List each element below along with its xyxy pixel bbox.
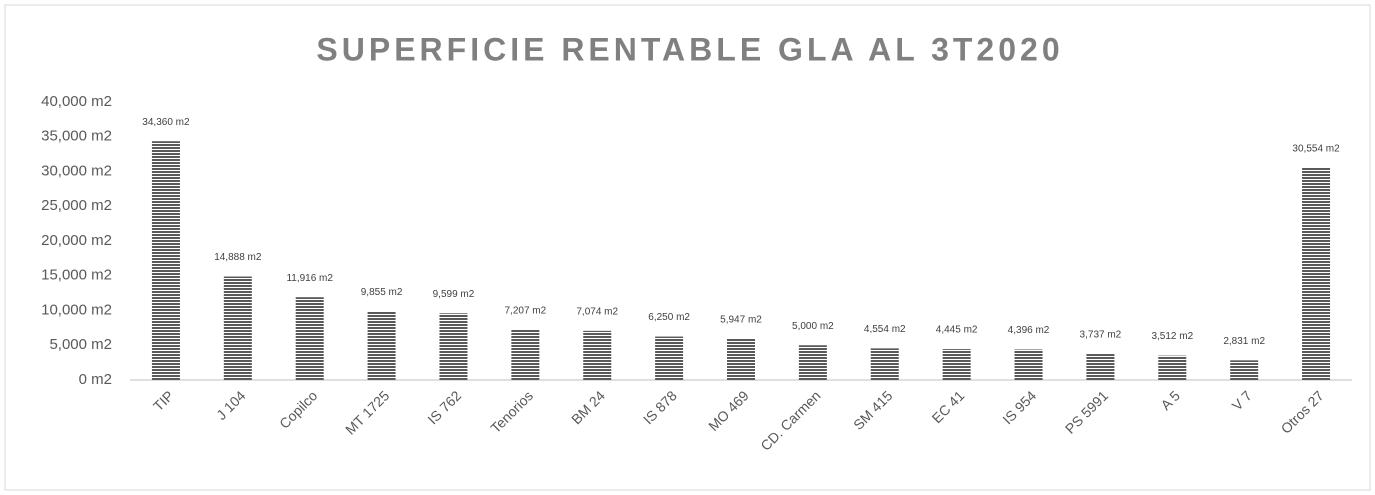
bar (1230, 360, 1259, 380)
bar (727, 338, 755, 380)
y-tick-label: 30,000 m2 (41, 162, 112, 179)
x-tick-label: MO 469 (705, 387, 752, 434)
x-tick-label: EC 41 (929, 387, 968, 426)
data-label: 4,554 m2 (864, 324, 906, 335)
data-label: 4,445 m2 (936, 325, 978, 336)
x-tick-label: V 7 (1229, 387, 1255, 413)
x-tick-label: CD. Carmen (757, 387, 823, 453)
y-tick-label: 25,000 m2 (41, 197, 112, 214)
y-tick-label: 0 m2 (79, 371, 112, 388)
data-label: 5,000 m2 (792, 321, 834, 332)
x-tick-label: Tenorios (487, 387, 536, 436)
bar (295, 297, 324, 380)
x-tick-label: IS 878 (640, 387, 680, 427)
x-tick-label: TIP (150, 387, 177, 414)
bar (1014, 349, 1043, 380)
data-label: 5,947 m2 (720, 314, 762, 325)
data-label: 11,916 m2 (286, 273, 333, 284)
bar (1302, 167, 1331, 380)
x-tick-label: BM 24 (568, 387, 608, 427)
y-tick-label: 35,000 m2 (41, 128, 112, 145)
data-label: 3,737 m2 (1080, 330, 1122, 341)
y-tick-label: 5,000 m2 (49, 336, 112, 353)
data-label: 7,207 m2 (505, 306, 547, 317)
x-tick-label: A 5 (1157, 387, 1183, 413)
data-label: 9,855 m2 (361, 287, 403, 298)
data-label: 7,074 m2 (576, 306, 618, 317)
x-tick-label: Otros 27 (1278, 387, 1327, 436)
bar (1086, 354, 1115, 380)
bar (870, 348, 899, 380)
x-tick-label: Copilco (276, 387, 320, 431)
data-label: 9,599 m2 (433, 289, 475, 300)
bar (1158, 355, 1187, 380)
data-label: 4,396 m2 (1008, 325, 1050, 336)
data-label: 3,512 m2 (1151, 331, 1193, 342)
x-tick-label: IS 762 (424, 387, 464, 427)
bar (655, 336, 684, 380)
data-label: 6,250 m2 (648, 312, 690, 323)
bar (367, 311, 396, 380)
bar (511, 329, 540, 380)
data-label: 14,888 m2 (214, 252, 262, 263)
x-tick-label: J 104 (213, 387, 249, 423)
x-tick-label: IS 954 (999, 387, 1039, 427)
y-tick-label: 10,000 m2 (41, 301, 112, 318)
bar (583, 330, 612, 380)
bar (798, 345, 827, 380)
bar (439, 313, 468, 380)
data-label: 2,831 m2 (1223, 336, 1265, 347)
data-label: 34,360 m2 (142, 117, 190, 128)
y-tick-label: 40,000 m2 (41, 93, 112, 110)
bar (223, 276, 252, 380)
y-tick-label: 20,000 m2 (41, 232, 112, 249)
data-label: 30,554 m2 (1292, 143, 1340, 154)
chart-title: SUPERFICIE RENTABLE GLA AL 3T2020 (316, 31, 1063, 67)
y-tick-label: 15,000 m2 (41, 267, 112, 284)
x-tick-label: PS 5991 (1062, 387, 1111, 436)
bar (151, 141, 180, 380)
chart-border (4, 4, 1371, 491)
x-tick-label: MT 1725 (342, 387, 392, 437)
bar (942, 349, 971, 380)
x-tick-label: SM 415 (850, 387, 896, 433)
